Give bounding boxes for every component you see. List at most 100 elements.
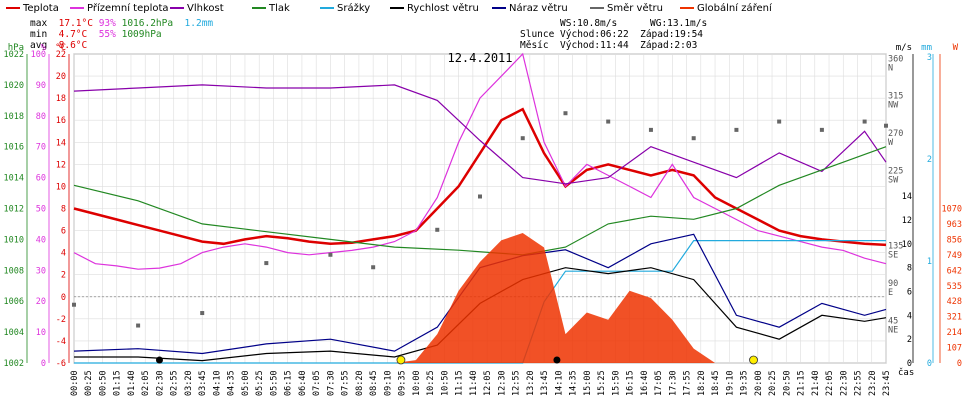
x-tick: 22:05 — [825, 370, 835, 396]
legend: Teplota Přízemní teplota Vlhkost Tlak Srážky… — [0, 2, 966, 16]
legend-swatch — [590, 7, 604, 9]
x-tick: 02:05 — [141, 370, 151, 396]
tick-mm: 0 — [927, 359, 932, 369]
legend-swatch — [70, 7, 84, 9]
x-tick: 22:30 — [839, 370, 849, 396]
legend-label: Náraz větru — [509, 3, 568, 14]
x-tick: 06:40 — [298, 370, 308, 396]
x-tick: 11:40 — [469, 370, 479, 396]
axis-label-W: W — [953, 43, 959, 53]
min-hum: 55% — [98, 29, 116, 40]
x-tick: 01:15 — [113, 370, 123, 396]
x-tick: 18:20 — [697, 370, 707, 396]
legend-swatch — [680, 7, 694, 9]
x-axis-label: čas — [898, 367, 914, 378]
x-tick: 13:45 — [540, 370, 550, 396]
moonrise-marker — [553, 356, 561, 364]
tick-dir: W — [888, 138, 894, 148]
tick-hPa: 1010 — [4, 235, 24, 245]
legend-label: Přízemní teplota — [87, 3, 169, 14]
x-tick: 23:45 — [882, 370, 892, 396]
tick-percent: 0 — [41, 359, 46, 369]
tick-celsius: 20 — [56, 72, 66, 82]
tick-celsius: 6 — [61, 227, 66, 237]
tick-dir: NW — [888, 101, 899, 111]
tick-hPa: 1022 — [4, 50, 24, 60]
tick-celsius: 22 — [56, 50, 66, 60]
x-tick: 10:25 — [426, 370, 436, 396]
legend-item: Vlhkost — [170, 3, 224, 14]
tick-celsius: -4 — [56, 337, 66, 347]
stats-avg: avg 8.6°C — [30, 40, 87, 51]
tick-W: 1070 — [942, 205, 962, 215]
tick-percent: 10 — [36, 328, 46, 338]
x-tick: 08:20 — [355, 370, 365, 396]
x-tick: 20:00 — [754, 370, 764, 396]
wind-dir-point — [691, 136, 696, 141]
tick-dir-deg: 315 — [888, 92, 903, 102]
x-tick: 19:35 — [740, 370, 750, 396]
min-label: min — [30, 29, 48, 40]
x-tick: 15:00 — [583, 370, 593, 396]
tick-celsius: 4 — [61, 249, 66, 259]
tick-ms: 6 — [907, 287, 912, 297]
legend-item: Rychlost větru — [390, 3, 479, 14]
axis-label-percent: % — [41, 43, 47, 53]
legend-item: Globální záření — [680, 3, 772, 14]
tick-dir: NE — [888, 326, 898, 336]
tick-W: 321 — [947, 313, 962, 323]
axis-label-ms: m/s — [896, 43, 912, 53]
stats-wg: WG:13.1m/s — [650, 18, 708, 29]
max-rain: 1.2mm — [184, 18, 214, 29]
x-tick: 07:05 — [312, 370, 322, 396]
tick-percent: 60 — [36, 174, 46, 184]
wind-dir-point — [648, 127, 653, 132]
tick-W: 107 — [947, 344, 962, 354]
wind-dir-point — [862, 119, 867, 124]
x-tick: 12:55 — [512, 370, 522, 396]
x-tick: 00:50 — [98, 370, 108, 396]
wind-dir-point — [200, 311, 205, 316]
tick-percent: 100 — [31, 50, 46, 60]
tick-dir: E — [888, 288, 893, 298]
tick-dir-deg: 90 — [888, 279, 898, 289]
wind-dir-point — [777, 119, 782, 124]
x-tick: 00:25 — [84, 370, 94, 396]
sunset-marker — [749, 355, 758, 365]
axis-label-mm: mm — [921, 43, 932, 53]
x-tick: 19:10 — [725, 370, 735, 396]
wind-dir-point — [371, 265, 376, 270]
avg-temp: 8.6°C — [58, 40, 88, 51]
tick-ms: 14 — [902, 192, 912, 202]
legend-item: Náraz větru — [492, 3, 568, 14]
tick-dir-deg: 225 — [888, 167, 903, 177]
x-tick: 12:30 — [497, 370, 507, 396]
tick-percent: 20 — [36, 297, 46, 307]
x-tick: 03:45 — [198, 370, 208, 396]
legend-item: Srážky — [320, 3, 370, 14]
stats-ws: WS:10.8m/s — [560, 18, 618, 29]
x-tick: 01:40 — [127, 370, 137, 396]
x-tick: 21:40 — [811, 370, 821, 396]
legend-label: Globální záření — [697, 3, 772, 14]
x-tick: 10:50 — [440, 370, 450, 396]
tick-celsius: 16 — [56, 116, 66, 126]
tick-ms: 0 — [907, 359, 912, 369]
chart-title: 12.4.2011 — [447, 51, 512, 65]
x-tick: 12:05 — [483, 370, 493, 396]
tick-mm: 2 — [927, 155, 932, 165]
legend-label: Teplota — [23, 3, 59, 14]
tick-mm: 1 — [927, 257, 932, 267]
axis-label-hPa: hPa — [8, 43, 24, 53]
x-tick: 16:15 — [626, 370, 636, 396]
stats-min: min 4.7°C 55% 1009hPa — [30, 29, 162, 40]
moonset-marker — [155, 356, 163, 364]
tick-celsius: -2 — [56, 315, 66, 325]
wind-dir-point — [264, 261, 269, 266]
tick-celsius: 12 — [56, 160, 66, 170]
x-tick: 07:55 — [341, 370, 351, 396]
x-tick: 05:25 — [255, 370, 265, 396]
axis-label-celsius: °C — [55, 43, 66, 53]
tick-hPa: 1018 — [4, 112, 24, 122]
